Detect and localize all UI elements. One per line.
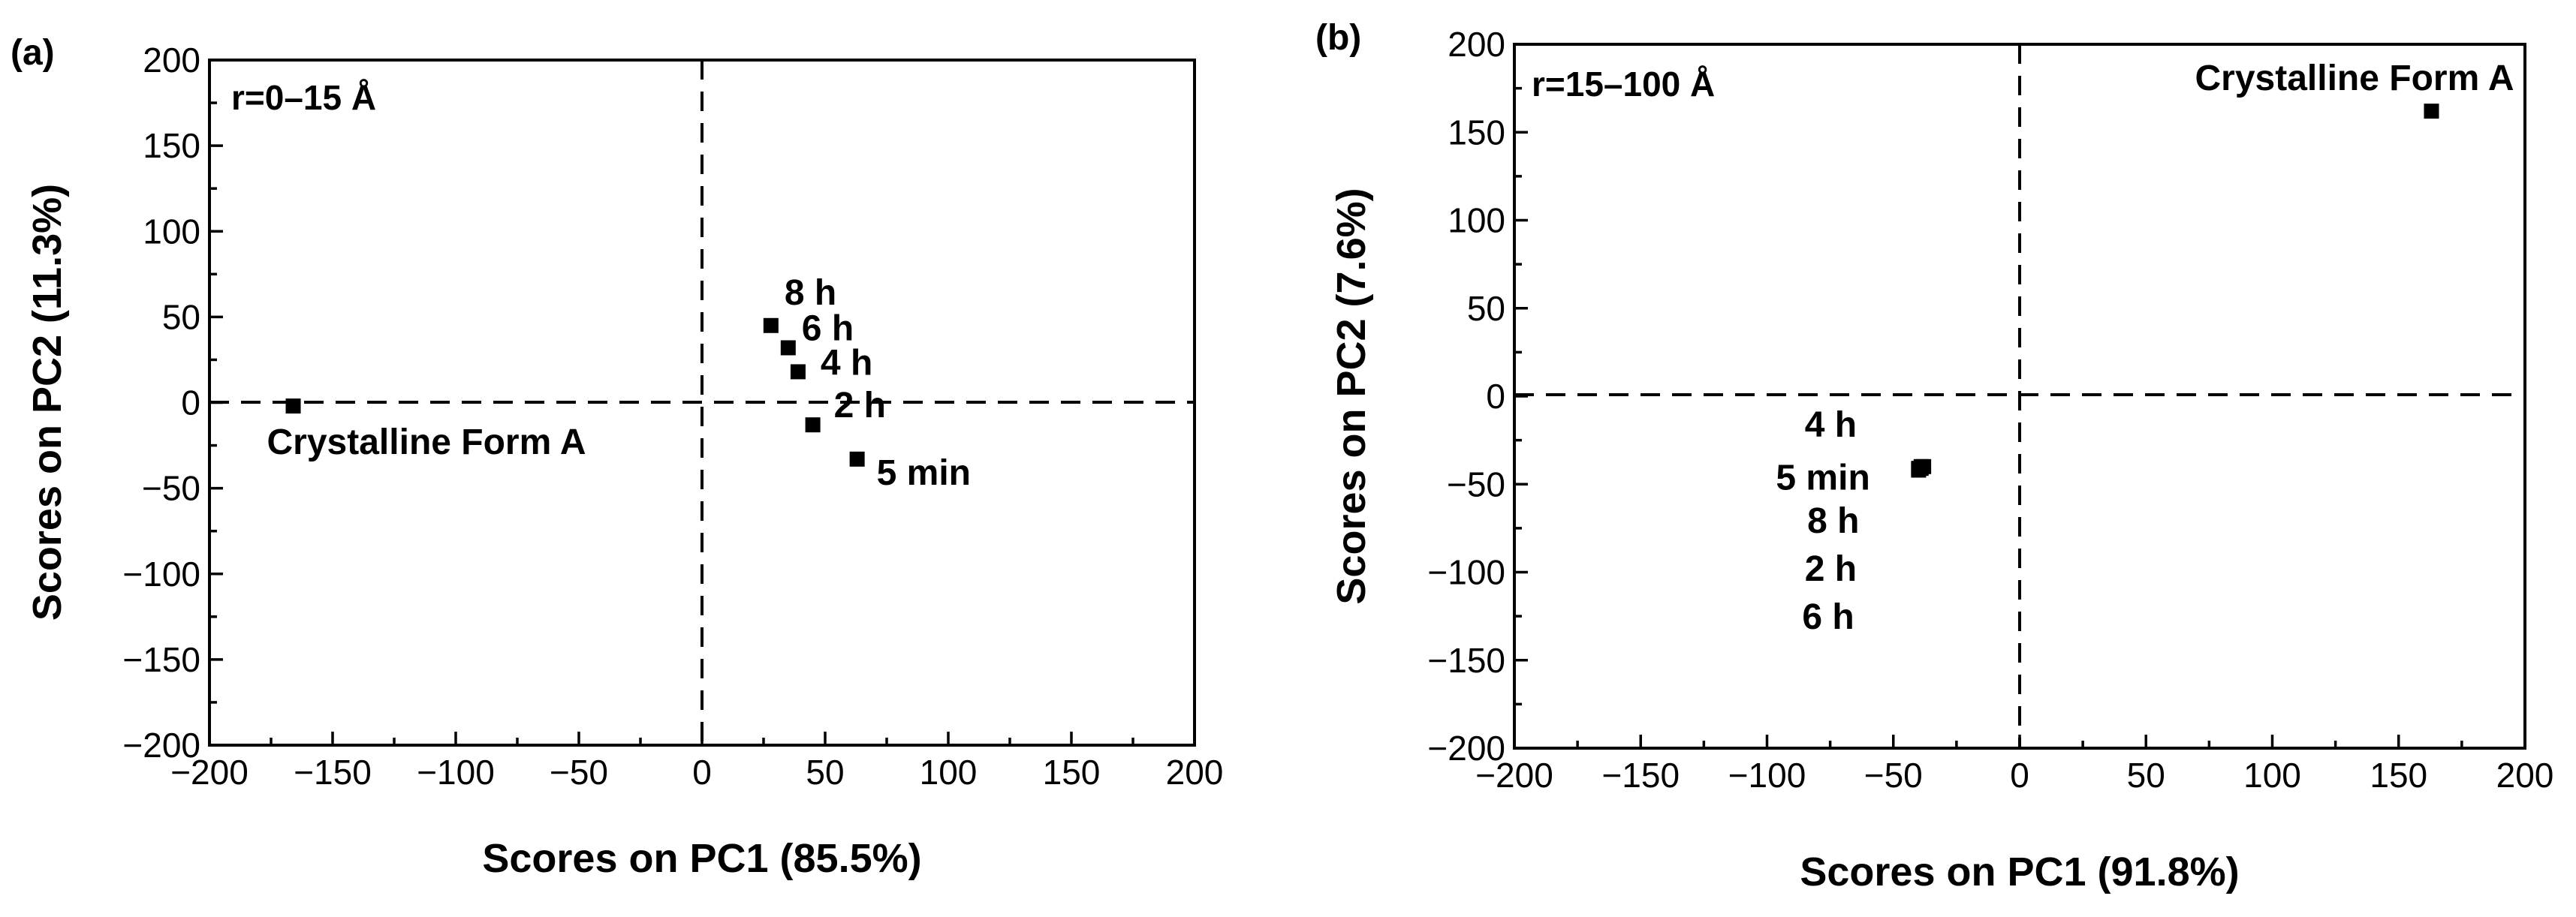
panel-a-y-tick-label: 200: [143, 41, 200, 80]
panel-b-x-tick-label: −150: [1601, 756, 1680, 795]
panel-a-point-label: 6 h: [802, 308, 854, 348]
panel-b-y-tick-label: 0: [1486, 377, 1505, 416]
panel-b-range-label: r=15–100 Å: [1532, 65, 1715, 104]
panel-b-y-tick-label: 200: [1448, 25, 1505, 64]
panel-a-data-point: [849, 451, 865, 467]
panel-a-y-tick-label: 100: [143, 212, 200, 251]
panel-b-x-tick-label: −200: [1475, 756, 1553, 795]
panel-a-x-tick-label: −100: [417, 753, 495, 792]
panel-b-y-tick-label: −150: [1427, 641, 1505, 680]
panel-a-point-label: Crystalline Form A: [267, 422, 586, 462]
panel-b-x-tick-label: 100: [2243, 756, 2301, 795]
panel-a-y-tick-label: 150: [143, 126, 200, 165]
panel-a-data-point: [805, 417, 821, 433]
panel-b-point-label: 4 h: [1805, 405, 1857, 445]
panel-b-x-tick-label: 150: [2370, 756, 2427, 795]
panel-b-y-tick-label: −100: [1427, 553, 1505, 592]
panel-a-data-point: [780, 340, 796, 356]
panel-b-x-axis-label: Scores on PC1 (91.8%): [1800, 849, 2239, 894]
panel-a-label: (a): [11, 33, 55, 73]
panel-b-y-tick-label: −200: [1427, 729, 1505, 768]
panel-a-x-tick-label: −50: [550, 753, 608, 792]
panel-b-x-tick-label: 0: [2010, 756, 2029, 795]
panel-b-x-tick-label: −50: [1864, 756, 1923, 795]
panel-a-x-tick-label: −200: [170, 753, 249, 792]
panel-b-point-label: 6 h: [1802, 597, 1854, 637]
panel-b-y-tick-label: 100: [1448, 201, 1505, 240]
panel-a-ticks: −200 −150 −100 −50 0 50 100 150 200 −200 −150 −100 −…: [122, 41, 1223, 792]
panel-b-y-axis-label: Scores on PC2 (7.6%): [1329, 188, 1374, 604]
panel-a-point-label: 8 h: [785, 273, 836, 313]
panel-a-data-point: [763, 317, 779, 333]
panel-b-point-label: 2 h: [1805, 549, 1857, 589]
panel-b-x-tick-label: −100: [1728, 756, 1806, 795]
panel-b-y-tick-label: −50: [1447, 465, 1505, 504]
panel-a-x-tick-label: −150: [294, 753, 372, 792]
panel-a-y-tick-label: −200: [122, 726, 200, 765]
panel-b-data-point: [1911, 461, 1927, 477]
panel-b-x-tick-label: 200: [2496, 756, 2554, 795]
panel-a-range-label: r=0–15 Å: [231, 78, 376, 117]
panel-a-x-tick-label: 100: [920, 753, 978, 792]
panel-a-point-label: 5 min: [877, 453, 971, 493]
panel-a-data-point: [790, 364, 806, 380]
panel-a-point-label: 2 h: [834, 386, 886, 425]
panel-a-y-tick-label: 50: [162, 297, 200, 336]
panel-a-data-point: [285, 398, 301, 414]
panel-b-data-point: [2424, 104, 2439, 119]
panel-b-label: (b): [1315, 18, 1361, 58]
panel-a-x-tick-label: 0: [692, 753, 712, 792]
panel-a-y-tick-label: −150: [122, 640, 200, 679]
panel-b-y-tick-label: 50: [1467, 289, 1505, 328]
panel-a-x-tick-label: 200: [1166, 753, 1224, 792]
panel-a-x-axis-label: Scores on PC1 (85.5%): [482, 836, 921, 881]
panel-a-y-axis-label: Scores on PC2 (11.3%): [25, 184, 70, 621]
panel-a-x-tick-label: 150: [1043, 753, 1101, 792]
panel-a-y-tick-label: −50: [142, 469, 200, 508]
panel-a-x-tick-label: 50: [806, 753, 844, 792]
panel-a-y-tick-label: −100: [122, 555, 200, 594]
panel-a-point-label: 4 h: [821, 343, 872, 383]
panel-a-points: Crystalline Form A 8 h6 h4 h2 h 5 min: [267, 273, 971, 493]
panel-b-ticks: −200 −150 −100 −50 0 50 100 150 200 −200 −150 −100 −…: [1427, 25, 2553, 795]
panel-b-x-tick-label: 50: [2127, 756, 2165, 795]
panel-b-y-tick-label: 150: [1448, 113, 1505, 152]
panel-a-y-tick-label: 0: [181, 383, 200, 422]
panel-b-point-label: 5 min: [1776, 458, 1869, 498]
panel-a: (a) −200 −150 −100 −50 0 50 100 150 200−200−150−…: [11, 33, 1223, 881]
panel-b-point-label: 8 h: [1807, 501, 1859, 541]
panel-b-point-label: Crystalline Form A: [2195, 59, 2514, 98]
